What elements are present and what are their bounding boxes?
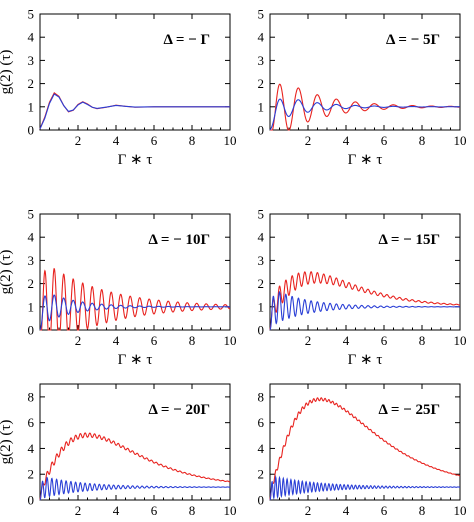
x-axis-label: Γ ∗ τ — [348, 152, 383, 168]
chart-panel-2: 2 4 6 8 10 0 1 2 3 4 5 Δ = − 5Γ Γ ∗ τ — [258, 7, 467, 169]
detuning-annotation: Δ = − 10Γ — [149, 232, 210, 248]
y-tick-label: 1 — [258, 99, 265, 114]
y-tick-label: 4 — [28, 230, 35, 245]
y-axis-label: g(2) (τ) — [0, 250, 14, 295]
x-tick-label: 2 — [75, 503, 82, 518]
y-tick-label: 0 — [28, 123, 35, 138]
y-tick-label: 5 — [28, 207, 35, 222]
series-line-1 — [269, 271, 460, 331]
y-tick-label: 2 — [258, 276, 265, 291]
y-tick-label: 4 — [28, 441, 35, 456]
y-tick-label: 3 — [258, 53, 265, 68]
x-tick-label: 8 — [189, 333, 196, 348]
y-tick-label: 2 — [258, 467, 265, 482]
x-tick-label: 8 — [419, 503, 426, 518]
detuning-annotation: Δ = − Γ — [164, 32, 210, 48]
y-tick-label: 4 — [258, 230, 265, 245]
x-tick-label: 10 — [454, 333, 467, 348]
chart-panel-3: 2 4 6 8 10 0 1 2 3 4 5 Δ = − 10Γ Γ ∗ τ g(2) (τ) — [0, 207, 237, 369]
series-line-1 — [40, 267, 231, 331]
series-line-2 — [39, 93, 230, 130]
x-tick-label: 10 — [224, 133, 237, 148]
x-tick-label: 10 — [454, 503, 467, 518]
x-tick-label: 10 — [454, 133, 467, 148]
y-tick-label: 2 — [28, 76, 35, 91]
x-tick-label: 2 — [75, 133, 82, 148]
x-tick-label: 2 — [305, 503, 312, 518]
x-axis-label: Γ ∗ τ — [348, 352, 383, 368]
y-axis-label: g(2) (τ) — [0, 50, 14, 95]
y-tick-label: 3 — [258, 253, 265, 268]
x-tick-label: 6 — [151, 503, 158, 518]
y-axis-label: g(2) (τ) — [0, 420, 14, 465]
x-tick-label: 4 — [343, 333, 350, 348]
y-tick-label: 3 — [28, 53, 35, 68]
detuning-annotation: Δ = − 15Γ — [379, 232, 440, 248]
x-tick-label: 6 — [381, 133, 388, 148]
y-tick-label: 2 — [28, 276, 35, 291]
y-tick-label: 5 — [28, 7, 35, 22]
series-line-2 — [39, 476, 231, 501]
chart-panel-1: 2 4 6 8 10 0 1 2 3 4 5 Δ = − Γ Γ ∗ τ g(2) (τ) — [0, 7, 237, 169]
x-tick-label: 8 — [189, 133, 196, 148]
y-tick-label: 0 — [258, 323, 265, 338]
x-tick-label: 10 — [224, 333, 237, 348]
y-tick-label: 8 — [258, 389, 265, 404]
x-tick-label: 8 — [189, 503, 196, 518]
series-line-2 — [269, 98, 460, 131]
x-tick-label: 6 — [381, 333, 388, 348]
y-tick-label: 5 — [258, 207, 265, 222]
detuning-annotation: Δ = − 25Γ — [379, 402, 440, 418]
x-tick-label: 10 — [224, 503, 237, 518]
x-tick-label: 4 — [113, 333, 120, 348]
x-tick-label: 2 — [305, 333, 312, 348]
x-tick-label: 4 — [113, 503, 120, 518]
x-tick-label: 8 — [419, 133, 426, 148]
x-tick-label: 4 — [343, 503, 350, 518]
y-tick-label: 1 — [28, 299, 35, 314]
detuning-annotation: Δ = − 5Γ — [386, 32, 440, 48]
y-tick-label: 1 — [258, 299, 265, 314]
y-tick-label: 2 — [258, 76, 265, 91]
y-tick-label: 0 — [28, 323, 35, 338]
y-tick-label: 4 — [28, 30, 35, 45]
x-tick-label: 2 — [75, 333, 82, 348]
y-tick-label: 0 — [28, 493, 35, 508]
x-tick-label: 6 — [151, 333, 158, 348]
x-tick-label: 6 — [381, 503, 388, 518]
series-line-2 — [269, 475, 461, 501]
y-tick-label: 1 — [28, 99, 35, 114]
y-tick-label: 5 — [258, 7, 265, 22]
x-tick-label: 2 — [305, 133, 312, 148]
y-tick-label: 3 — [28, 253, 35, 268]
series-line-1 — [39, 432, 231, 501]
detuning-annotation: Δ = − 20Γ — [149, 402, 210, 418]
y-tick-label: 6 — [28, 415, 35, 430]
x-tick-label: 4 — [343, 133, 350, 148]
series-line-1 — [269, 397, 461, 501]
y-tick-label: 4 — [258, 441, 265, 456]
y-tick-label: 0 — [258, 493, 265, 508]
y-tick-label: 8 — [28, 389, 35, 404]
y-tick-label: 0 — [258, 123, 265, 138]
y-tick-label: 4 — [258, 30, 265, 45]
x-axis-label: Γ ∗ τ — [118, 152, 153, 168]
chart-panel-4: 2 4 6 8 10 0 1 2 3 4 5 Δ = − 15Γ Γ ∗ τ — [258, 207, 467, 369]
x-axis-label: Γ ∗ τ — [118, 352, 153, 368]
y-tick-label: 2 — [28, 467, 35, 482]
x-tick-label: 8 — [419, 333, 426, 348]
series-line-2 — [269, 290, 460, 331]
series-line-2 — [39, 294, 230, 331]
x-tick-label: 6 — [151, 133, 158, 148]
y-tick-label: 6 — [258, 415, 265, 430]
x-tick-label: 4 — [113, 133, 120, 148]
